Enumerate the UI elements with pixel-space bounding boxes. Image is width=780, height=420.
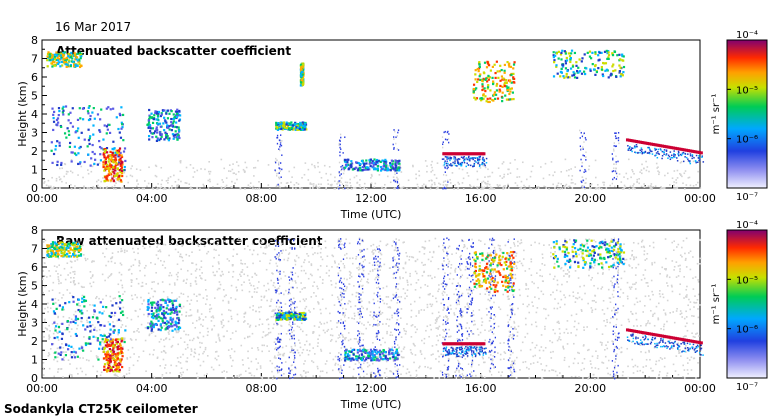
y-tick-label: 4 (31, 298, 38, 311)
panel-title: Attenuated backscatter coefficient (56, 44, 291, 58)
x-axis-label: Time (UTC) (340, 398, 402, 411)
x-tick-label: 00:00 (26, 382, 58, 395)
x-tick-label: 00:00 (26, 192, 58, 205)
instrument-footer: Sodankyla CT25K ceilometer (4, 402, 198, 416)
colorbar-tick-label: 10⁻⁴ (736, 30, 758, 41)
y-tick-label: 1 (31, 164, 38, 177)
colorbar-tick-label: 10⁻⁷ (736, 382, 758, 393)
y-tick-label: 2 (31, 335, 38, 348)
colorbar-tick-label: 10⁻⁶ (736, 135, 758, 146)
colorbar-tick-label: 10⁻⁶ (736, 325, 758, 336)
y-tick-label: 0 (31, 372, 38, 385)
x-tick-label: 12:00 (355, 382, 387, 395)
y-tick-label: 4 (31, 108, 38, 121)
y-axis-label: Height (km) (16, 81, 29, 147)
x-tick-label: 00:00 (684, 382, 716, 395)
y-tick-label: 1 (31, 354, 38, 367)
colorbar-tick-label: 10⁻⁷ (736, 192, 758, 203)
x-tick-label: 12:00 (355, 192, 387, 205)
y-tick-label: 7 (31, 53, 38, 66)
y-tick-label: 3 (31, 317, 38, 330)
x-tick-label: 20:00 (574, 382, 606, 395)
y-tick-label: 8 (31, 34, 38, 47)
x-tick-label: 08:00 (245, 382, 277, 395)
x-tick-label: 04:00 (136, 382, 168, 395)
x-tick-label: 16:00 (465, 192, 497, 205)
y-tick-label: 5 (31, 280, 38, 293)
y-tick-label: 2 (31, 145, 38, 158)
y-tick-label: 3 (31, 127, 38, 140)
colorbar-label: m⁻¹ sr⁻¹ (711, 94, 722, 135)
colorbar-label: m⁻¹ sr⁻¹ (711, 284, 722, 325)
y-tick-label: 6 (31, 71, 38, 84)
colorbar-tick-label: 10⁻⁵ (736, 275, 758, 286)
y-tick-label: 6 (31, 261, 38, 274)
x-tick-label: 16:00 (465, 382, 497, 395)
date-label: 16 Mar 2017 (55, 20, 132, 34)
y-tick-label: 7 (31, 243, 38, 256)
x-axis-label: Time (UTC) (340, 208, 402, 221)
panel-1: 0 1 2 3 4 5 6 7 8 00:00 04:00 08:00 12:00 16:00 20:00 0… (16, 30, 768, 221)
plot-area (42, 230, 700, 378)
x-tick-label: 08:00 (245, 192, 277, 205)
x-tick-label: 20:00 (574, 192, 606, 205)
x-tick-label: 04:00 (136, 192, 168, 205)
colorbar-tick-label: 10⁻⁵ (736, 85, 758, 96)
colorbar (726, 39, 768, 189)
colorbar (726, 229, 768, 379)
y-axis-label: Height (km) (16, 271, 29, 337)
colorbar-tick-label: 10⁻⁴ (736, 220, 758, 231)
y-tick-label: 0 (31, 182, 38, 195)
y-tick-label: 5 (31, 90, 38, 103)
y-tick-label: 8 (31, 224, 38, 237)
x-tick-label: 00:00 (684, 192, 716, 205)
